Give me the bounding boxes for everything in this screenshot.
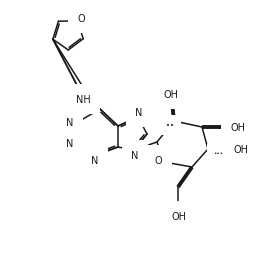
Text: OH: OH [164, 90, 179, 100]
Text: O: O [77, 14, 85, 24]
Text: N: N [131, 150, 139, 160]
Text: N: N [66, 138, 73, 148]
Text: OH: OH [234, 145, 249, 154]
Text: N: N [66, 118, 73, 128]
Text: OH: OH [231, 122, 246, 133]
Text: N: N [135, 108, 143, 118]
Text: ••: •• [166, 122, 174, 129]
Text: NH: NH [76, 95, 90, 105]
Text: •••: ••• [213, 150, 223, 155]
Text: N: N [91, 155, 99, 165]
Text: OH: OH [172, 211, 187, 221]
Text: O: O [154, 155, 162, 165]
